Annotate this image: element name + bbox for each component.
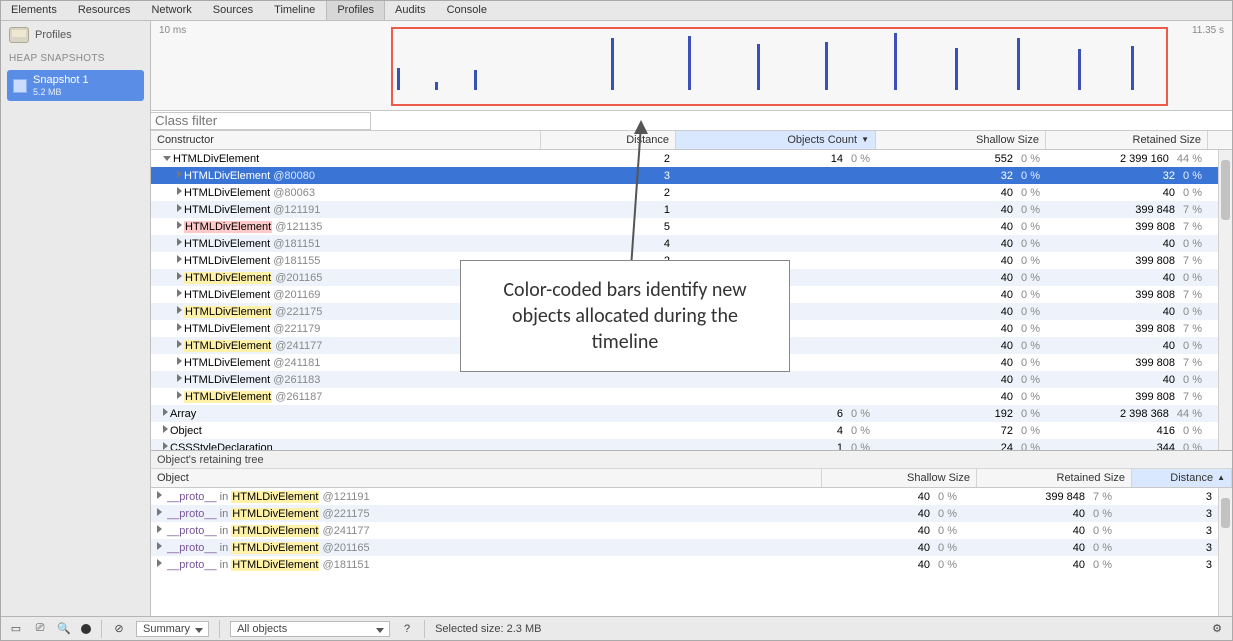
table-row[interactable]: Object40 %720 %4160 % (151, 422, 1218, 439)
tab-console[interactable]: Console (437, 1, 498, 20)
retaining-tree-grid: Object's retaining tree ObjectShallow Si… (151, 450, 1232, 616)
column-header[interactable]: Shallow Size (876, 131, 1046, 149)
table-row[interactable]: __proto__ in HTMLDivElement @201165400 %… (151, 539, 1218, 556)
profiles-header: Profiles (1, 21, 150, 49)
tab-audits[interactable]: Audits (385, 1, 437, 20)
column-header[interactable]: Retained Size (977, 469, 1132, 487)
timeline-start-label: 10 ms (159, 25, 186, 36)
table-row[interactable]: __proto__ in HTMLDivElement @181151400 %… (151, 556, 1218, 573)
table-row[interactable]: __proto__ in HTMLDivElement @121191400 %… (151, 488, 1218, 505)
table-row[interactable]: HTMLDivElement @261183400 %400 % (151, 371, 1218, 388)
tab-sources[interactable]: Sources (203, 1, 264, 20)
table-row[interactable]: __proto__ in HTMLDivElement @221175400 %… (151, 505, 1218, 522)
class-filter-input[interactable] (151, 112, 371, 130)
profiles-title: Profiles (35, 29, 72, 41)
clear-icon[interactable]: ⊘ (112, 622, 126, 636)
table-row[interactable]: HTMLDivElement2140 %5520 %2 399 16044 % (151, 150, 1218, 167)
help-icon[interactable]: ? (400, 622, 414, 636)
filter-dropdown[interactable]: All objects (230, 621, 390, 637)
column-header[interactable]: Shallow Size (822, 469, 977, 487)
table-row[interactable]: Array60 %1920 %2 398 36844 % (151, 405, 1218, 422)
table-row[interactable]: __proto__ in HTMLDivElement @241177400 %… (151, 522, 1218, 539)
table-row[interactable]: HTMLDivElement @800803320 %320 % (151, 167, 1218, 184)
tab-resources[interactable]: Resources (68, 1, 142, 20)
devtools-tabs: ElementsResourcesNetworkSourcesTimelineP… (1, 1, 1232, 21)
profiles-icon (9, 27, 29, 43)
tab-profiles[interactable]: Profiles (326, 1, 385, 20)
snapshot-icon (13, 79, 27, 93)
timeline-selection[interactable] (391, 27, 1168, 106)
column-header[interactable]: Object (151, 469, 822, 487)
heap-snapshots-section: HEAP SNAPSHOTS (1, 49, 150, 68)
column-header[interactable]: Retained Size (1046, 131, 1208, 149)
tab-network[interactable]: Network (141, 1, 202, 20)
allocation-timeline[interactable]: 10 ms 11.35 s (151, 21, 1232, 111)
search-icon[interactable]: 🔍 (57, 622, 71, 636)
constructors-scrollbar[interactable] (1218, 150, 1232, 450)
record-icon[interactable] (81, 624, 91, 634)
table-row[interactable]: HTMLDivElement @1211911400 %399 8487 % (151, 201, 1218, 218)
table-row[interactable]: HTMLDivElement @800632400 %400 % (151, 184, 1218, 201)
status-bar: ▭ ⎚ 🔍 ⊘ Summary All objects ? Selected s… (1, 616, 1232, 640)
snapshot-item[interactable]: Snapshot 1 5.2 MB (7, 70, 144, 101)
table-row[interactable]: HTMLDivElement @261187400 %399 8087 % (151, 388, 1218, 405)
table-row[interactable]: CSSStyleDeclaration10 %240 %3440 % (151, 439, 1218, 450)
table-row[interactable]: HTMLDivElement @1211355400 %399 8087 % (151, 218, 1218, 235)
timeline-end-label: 11.35 s (1192, 25, 1224, 36)
view-dropdown[interactable]: Summary (136, 621, 209, 637)
profiles-sidebar: Profiles HEAP SNAPSHOTS Snapshot 1 5.2 M… (1, 21, 151, 616)
settings-icon[interactable]: ⚙ (1210, 622, 1224, 636)
class-filter-row (151, 111, 1232, 131)
table-row[interactable]: HTMLDivElement @1811514400 %400 % (151, 235, 1218, 252)
annotation-callout: Color-coded bars identify new objects al… (460, 260, 790, 372)
column-header[interactable]: Distance (541, 131, 676, 149)
column-header[interactable]: Distance▲ (1132, 469, 1232, 487)
dock-icon[interactable]: ▭ (9, 622, 23, 636)
retaining-tree-title: Object's retaining tree (151, 451, 1232, 469)
retaining-scrollbar[interactable] (1218, 488, 1232, 616)
selected-size-label: Selected size: 2.3 MB (435, 623, 541, 635)
snapshot-name: Snapshot 1 (33, 74, 89, 86)
column-header[interactable]: Objects Count▼ (676, 131, 876, 149)
tab-timeline[interactable]: Timeline (264, 1, 326, 20)
tab-elements[interactable]: Elements (1, 1, 68, 20)
console-icon[interactable]: ⎚ (33, 622, 47, 636)
column-header[interactable]: Constructor (151, 131, 541, 149)
snapshot-size: 5.2 MB (33, 87, 89, 97)
